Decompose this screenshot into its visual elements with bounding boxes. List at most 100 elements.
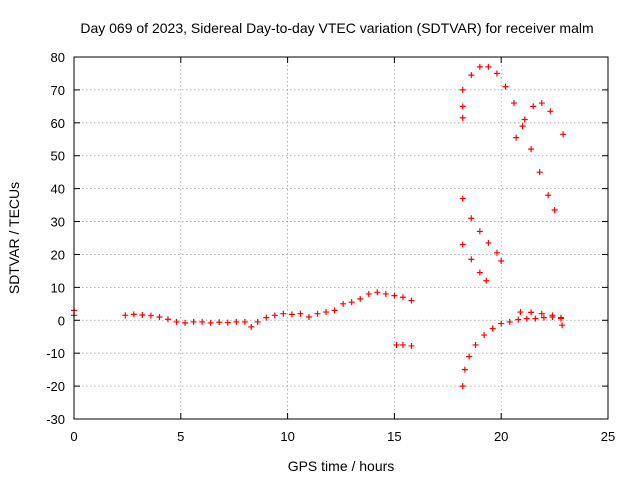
data-point [459,383,466,390]
data-point [511,100,518,107]
x-tick-label: 10 [280,429,294,444]
data-point [408,297,415,304]
y-tick-label: 60 [51,116,65,131]
x-tick-label: 5 [177,429,184,444]
data-point [254,318,261,325]
data-point [532,315,539,322]
data-point [558,315,565,322]
data-point [528,309,535,316]
data-point [331,307,338,314]
data-point [521,116,528,123]
data-point [530,103,537,110]
data-point [517,309,524,316]
data-point [340,300,347,307]
data-point [164,316,171,323]
data-point [540,314,547,321]
data-point [459,86,466,93]
data-point [280,310,287,317]
x-tick-label: 15 [387,429,401,444]
data-point [493,70,500,77]
data-point [459,114,466,121]
data-point [459,195,466,202]
data-point [461,366,468,373]
data-point [233,318,240,325]
data-point [399,294,406,301]
data-point [523,315,530,322]
plot-frame [73,56,609,420]
data-point [122,312,129,319]
y-tick-label: -20 [46,379,65,394]
data-point [498,258,505,265]
data-point [545,192,552,199]
data-point [314,310,321,317]
data-point [408,342,415,349]
data-point [551,207,558,214]
data-point [323,309,330,316]
x-tick-label: 20 [494,429,508,444]
data-point [519,123,526,130]
data-point [297,310,304,317]
data-point [549,312,556,319]
data-point [538,100,545,107]
y-tick-label: 70 [51,83,65,98]
y-tick-label: -30 [46,412,65,427]
y-tick-label: 10 [51,280,65,295]
y-tick-label: 40 [51,182,65,197]
data-point [459,241,466,248]
data-point [271,312,278,319]
data-point [348,299,355,306]
data-point [485,63,492,70]
data-point [199,318,206,325]
data-point [263,314,270,321]
data-point [374,289,381,296]
data-point [528,146,535,153]
data-point [459,103,466,110]
data-point [468,215,475,222]
data-point [485,239,492,246]
data-point [173,318,180,325]
data-point [216,319,223,326]
data-point [207,319,214,326]
data-point [476,269,483,276]
y-tick-label: 80 [51,50,65,65]
data-point [382,290,389,297]
y-tick-label: -10 [46,346,65,361]
data-point [130,311,137,318]
data-point [468,256,475,263]
data-point [472,341,479,348]
data-point [468,72,475,79]
y-tick-label: 0 [58,313,65,328]
data-point [498,320,505,327]
data-point [489,325,496,332]
data-point [224,319,231,326]
data-point [241,318,248,325]
data-point [466,353,473,360]
data-point [476,63,483,70]
data-point [506,318,513,325]
gridlines [74,57,608,419]
data-point [538,310,545,317]
data-points [71,63,567,390]
data-point [365,290,372,297]
data-point [399,341,406,348]
x-axis-label: GPS time / hours [288,458,395,474]
data-point [502,83,509,90]
y-axis-label: SDTVAR / TECUs [6,182,22,294]
x-tick-label: 25 [601,429,615,444]
data-point [536,169,543,176]
data-point [147,312,154,319]
data-point [559,322,566,329]
data-point [139,312,146,319]
data-point [288,311,295,318]
data-point [513,134,520,141]
data-point [182,319,189,326]
data-point [305,313,312,320]
chart-title: Day 069 of 2023, Sidereal Day-to-day VTE… [80,20,593,36]
data-point [357,295,364,302]
data-point [393,341,400,348]
data-point [476,228,483,235]
data-point [156,313,163,320]
data-point [483,277,490,284]
data-point [493,249,500,256]
